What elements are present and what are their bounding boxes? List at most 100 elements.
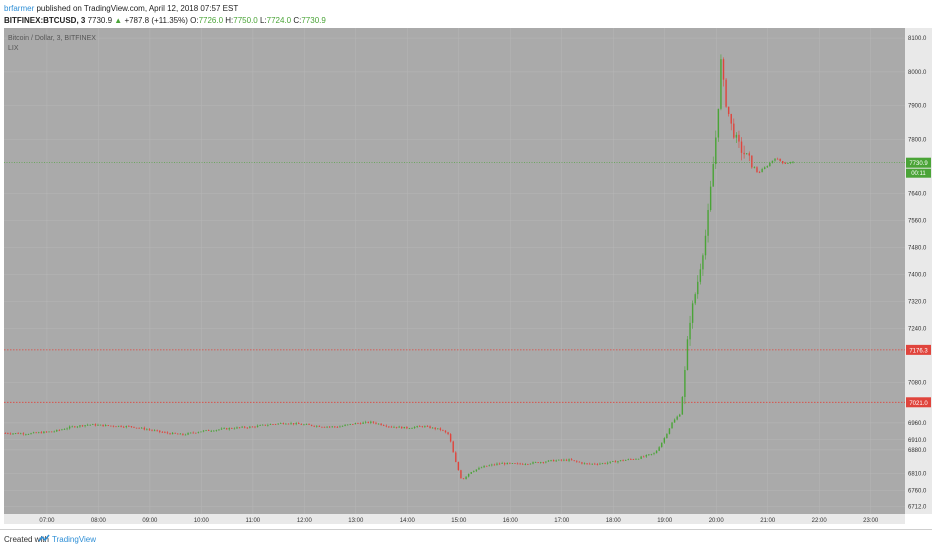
candle-body	[12, 433, 14, 435]
candle-body	[117, 425, 120, 427]
candle-body	[110, 425, 112, 427]
candle-body	[663, 438, 666, 443]
horizontal-gridlines	[4, 37, 905, 507]
time-axis	[4, 514, 905, 524]
price-tick-label: 7240.0	[908, 326, 927, 332]
candle-body	[650, 453, 653, 455]
candle-body	[133, 426, 135, 428]
candle-body	[218, 429, 220, 431]
price-tick-label: 7480.0	[908, 245, 927, 251]
candle-body	[540, 462, 542, 463]
price-tick-label: 7400.0	[908, 272, 927, 278]
candle-body	[282, 423, 285, 424]
candle-body	[35, 432, 37, 434]
candle-body	[128, 425, 130, 427]
candle-body	[179, 433, 182, 435]
candle-body	[637, 458, 640, 460]
publish-text: published on TradingView.com, April 12, …	[36, 4, 239, 13]
candle-body	[763, 167, 766, 170]
candle-body	[146, 429, 148, 431]
candle-body	[189, 432, 192, 434]
candle-body	[156, 430, 158, 432]
series-title: Bitcoin / Dollar, 3, BITFINEX	[8, 35, 96, 42]
time-tick-label: 16:00	[503, 518, 519, 524]
candle-body	[202, 430, 205, 432]
candle-body	[107, 425, 109, 426]
candle-body	[99, 424, 102, 426]
candle-body	[643, 456, 645, 458]
candles	[4, 54, 794, 480]
candle-body	[259, 425, 261, 426]
candle-body	[352, 423, 354, 425]
level-badge	[906, 344, 931, 355]
level-label: 7021.0	[909, 401, 928, 407]
candle-body	[612, 461, 614, 462]
up-triangle-icon: ▲	[114, 16, 123, 25]
candle-body	[606, 462, 609, 464]
candle-body	[635, 458, 637, 460]
candle-body	[424, 426, 426, 427]
level-badge	[906, 397, 931, 408]
candle-body	[362, 422, 364, 424]
candle-body	[223, 428, 225, 429]
candle-body	[779, 158, 781, 162]
candle-body	[460, 470, 462, 479]
candle-body	[367, 421, 369, 423]
price-tick-label: 7640.0	[908, 191, 927, 197]
price-tick-label: 7080.0	[908, 380, 927, 386]
candle-body	[519, 463, 521, 465]
candle-body	[382, 425, 385, 426]
candle-body	[516, 463, 519, 465]
candle-body	[426, 426, 429, 427]
candle-body	[20, 433, 22, 435]
candle-body	[272, 424, 274, 426]
candle-body	[61, 429, 63, 431]
countdown-badge	[906, 168, 931, 178]
candle-body	[712, 164, 714, 187]
candle-body	[120, 425, 122, 427]
candle-body	[681, 396, 684, 415]
candle-body	[766, 166, 768, 168]
candle-body	[751, 155, 753, 168]
candle-body	[689, 322, 691, 340]
candle-body	[7, 433, 9, 434]
candle-body	[215, 429, 218, 431]
candle-body	[514, 463, 516, 464]
candle-body	[231, 428, 233, 429]
candle-body	[328, 426, 331, 428]
candle-body	[416, 426, 418, 427]
candle-body	[346, 424, 349, 426]
author-link[interactable]: brfarmer	[4, 4, 35, 13]
candle-body	[449, 434, 452, 442]
candle-body	[545, 461, 547, 463]
candle-body	[684, 370, 686, 397]
candle-body	[586, 463, 588, 465]
candle-body	[76, 426, 79, 428]
candle-body	[722, 59, 725, 80]
candle-body	[503, 463, 506, 465]
candle-body	[380, 423, 382, 426]
candle-body	[666, 433, 668, 439]
time-tick-label: 15:00	[451, 518, 467, 524]
price-tick-label: 7900.0	[908, 104, 927, 110]
candle-body	[287, 423, 290, 425]
candle-body	[53, 431, 55, 433]
candle-body	[331, 426, 333, 428]
tradingview-brand[interactable]: TradingView	[52, 535, 97, 544]
candle-body	[138, 427, 140, 429]
candle-body	[498, 463, 501, 465]
candle-body	[334, 426, 336, 428]
candle-body	[437, 428, 439, 430]
price-axis	[905, 28, 932, 514]
candle-body	[89, 424, 91, 426]
candle-body	[413, 426, 416, 429]
publish-line: brfarmer published on TradingView.com, A…	[4, 3, 928, 15]
candle-body	[395, 426, 398, 428]
candle-body	[171, 432, 174, 435]
candle-body	[720, 59, 722, 109]
candle-body	[79, 425, 81, 427]
price-levels	[4, 349, 905, 403]
price-tick-labels: 8100.0 8000.0 7900.0 7800.0 7640.0 7560.0 7480…	[908, 36, 927, 510]
price-chart[interactable]: 8100.0 8000.0 7900.0 7800.0 7640.0 7560.0 7480…	[0, 28, 932, 528]
candle-body	[339, 426, 341, 428]
